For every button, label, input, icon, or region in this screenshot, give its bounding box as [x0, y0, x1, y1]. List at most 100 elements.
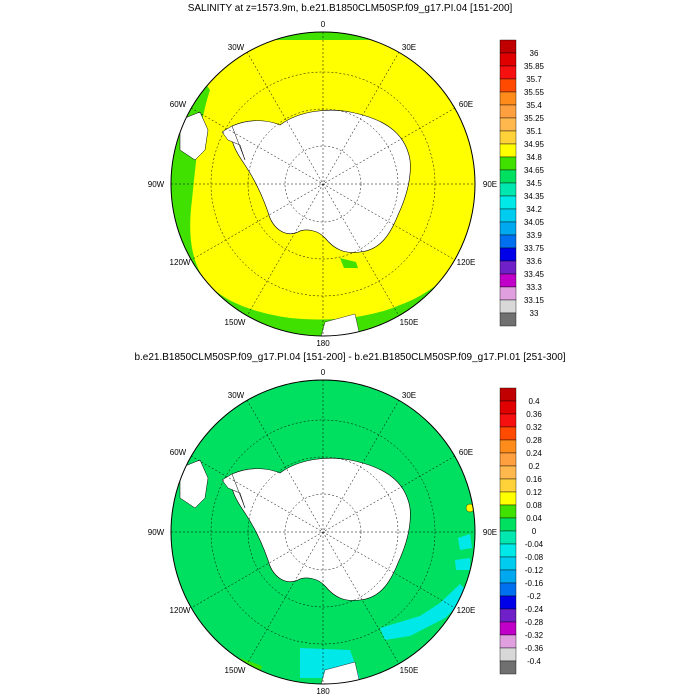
top-colorbar-swatch-6: [499, 117, 517, 132]
bottom-colorbar-swatch-7: [499, 478, 517, 493]
top-colorbar-swatch-2: [499, 65, 517, 80]
bottom-colorbar-label-20: -0.4: [527, 657, 541, 666]
top-colorbar-label-16: 33.6: [526, 257, 542, 266]
lon-label-90w: 90W: [148, 180, 165, 189]
top-colorbar-swatch-1: [499, 52, 517, 67]
lon-label-60e: 60E: [459, 100, 473, 109]
lon-label-120w: 120W: [170, 606, 191, 615]
lon-label-150w: 150W: [225, 666, 246, 675]
top-colorbar-label-13: 34.05: [524, 218, 545, 227]
bottom-colorbar-swatch-6: [499, 465, 517, 480]
lon-label-30w: 30W: [228, 391, 245, 400]
top-colorbar-label-2: 35.7: [526, 75, 542, 84]
top-colorbar-swatch-10: [499, 169, 517, 184]
lon-label-120w: 120W: [170, 258, 191, 267]
lon-label-0: 0: [321, 20, 326, 29]
top-colorbar-label-15: 33.75: [524, 244, 545, 253]
lon-label-60e: 60E: [459, 448, 473, 457]
antarctica-land: [230, 457, 411, 601]
lon-label-0: 0: [321, 368, 326, 377]
antarctica-land: [230, 109, 411, 253]
top-colorbar-label-10: 34.5: [526, 179, 542, 188]
bottom-colorbar-swatch-12: [499, 543, 517, 558]
top-colorbar-label-7: 34.95: [524, 140, 545, 149]
top-colorbar-swatch-18: [499, 273, 517, 288]
bottom-colorbar-swatch-16: [499, 595, 517, 610]
lon-label-120e: 120E: [457, 606, 476, 615]
top-colorbar-swatch-8: [499, 143, 517, 158]
bottom-colorbar-label-4: 0.24: [526, 449, 542, 458]
top-colorbar-label-4: 35.4: [526, 101, 542, 110]
bottom-colorbar-label-10: 0: [532, 527, 537, 536]
top-colorbar-label-14: 33.9: [526, 231, 542, 240]
bottom-colorbar-label-6: 0.16: [526, 475, 542, 484]
longitude-grid: [171, 380, 475, 684]
top-colorbar-label-9: 34.65: [524, 166, 545, 175]
bottom-map-panel: 0 30E 60E 90E 120E 150E 180 150W 120W 90…: [0, 348, 700, 698]
map-border: [170, 379, 476, 685]
lon-label-30e: 30E: [402, 391, 416, 400]
top-colorbar-swatch-15: [499, 234, 517, 249]
bottom-colorbar-swatch-17: [499, 608, 517, 623]
bottom-colorbar-swatch-14: [499, 569, 517, 584]
bottom-colorbar-label-3: 0.28: [526, 436, 542, 445]
bottom-colorbar-swatch-8: [499, 491, 517, 506]
lon-label-150e: 150E: [400, 318, 419, 327]
bottom-colorbar-swatch-11: [499, 530, 517, 545]
lon-label-60w: 60W: [170, 448, 187, 457]
top-colorbar-label-5: 35.25: [524, 114, 545, 123]
bottom-colorbar-label-13: -0.12: [525, 566, 544, 575]
bottom-colorbar-label-12: -0.08: [525, 553, 544, 562]
bottom-colorbar-swatch-3: [499, 426, 517, 441]
top-colorbar-label-1: 35.85: [524, 62, 545, 71]
top-colorbar-swatch-11: [499, 182, 517, 197]
top-colorbar-label-11: 34.35: [524, 192, 545, 201]
top-colorbar-swatch-16: [499, 247, 517, 262]
bottom-colorbar-label-1: 0.36: [526, 410, 542, 419]
top-polar-map: 0 30E 60E 90E 120E 150E 180 150W 120W 90…: [148, 20, 545, 348]
top-colorbar-swatch-9: [499, 156, 517, 171]
south-america-land: [179, 111, 209, 161]
top-map-title: SALINITY at z=1573.9m, b.e21.B1850CLM50S…: [187, 3, 513, 14]
bottom-colorbar-swatch-20: [499, 647, 517, 662]
bottom-colorbar-swatch-13: [499, 556, 517, 571]
bottom-colorbar-swatch-9: [499, 504, 517, 519]
top-colorbar-swatch-21: [499, 312, 517, 327]
top-colorbar-label-20: 33: [530, 309, 539, 318]
top-map-panel: 0 30E 60E 90E 120E 150E 180 150W 120W 90…: [148, 20, 545, 348]
lon-label-60w: 60W: [170, 100, 187, 109]
lon-label-30w: 30W: [228, 43, 245, 52]
bottom-colorbar: 0.4 0.36 0.32 0.28 0.24 0.2 0.16 0.12 0.08 0.04 0 -…: [499, 387, 544, 675]
bottom-colorbar-label-17: -0.28: [525, 618, 544, 627]
bottom-colorbar-label-15: -0.2: [527, 592, 541, 601]
bottom-colorbar-label-16: -0.24: [525, 605, 544, 614]
bottom-colorbar-label-9: 0.04: [526, 514, 542, 523]
bottom-colorbar-swatch-21: [499, 660, 517, 675]
top-colorbar-swatch-5: [499, 104, 517, 119]
lon-label-180: 180: [316, 339, 330, 348]
top-colorbar-label-6: 35.1: [526, 127, 542, 136]
top-colorbar-label-3: 35.55: [524, 88, 545, 97]
bottom-colorbar-label-5: 0.2: [528, 462, 540, 471]
lon-label-120e: 120E: [457, 258, 476, 267]
lon-label-90w: 90W: [148, 528, 165, 537]
top-colorbar-swatch-4: [499, 91, 517, 106]
bottom-polar-map: 0 30E 60E 90E 120E 150E 180 150W 120W 90…: [148, 368, 544, 696]
bottom-colorbar-swatch-10: [499, 517, 517, 532]
cyan-patch-southeast: [380, 584, 470, 640]
lon-label-90e: 90E: [483, 528, 497, 537]
bottom-colorbar-label-8: 0.08: [526, 501, 542, 510]
top-colorbar-swatch-7: [499, 130, 517, 145]
bottom-colorbar-swatch-15: [499, 582, 517, 597]
bottom-colorbar-label-2: 0.32: [526, 423, 542, 432]
top-colorbar-swatch-0: [499, 39, 517, 54]
top-colorbar-label-8: 34.8: [526, 153, 542, 162]
lon-label-90e: 90E: [483, 180, 497, 189]
top-colorbar-swatch-14: [499, 221, 517, 236]
top-colorbar-label-12: 34.2: [526, 205, 542, 214]
top-colorbar-label-17: 33.45: [524, 270, 545, 279]
bottom-colorbar-label-7: 0.12: [526, 488, 542, 497]
top-colorbar: 36 35.85 35.7 35.55 35.4 35.25 35.1 34.95 34.8 34…: [499, 39, 545, 327]
bottom-colorbar-swatch-2: [499, 413, 517, 428]
top-colorbar-label-18: 33.3: [526, 283, 542, 292]
